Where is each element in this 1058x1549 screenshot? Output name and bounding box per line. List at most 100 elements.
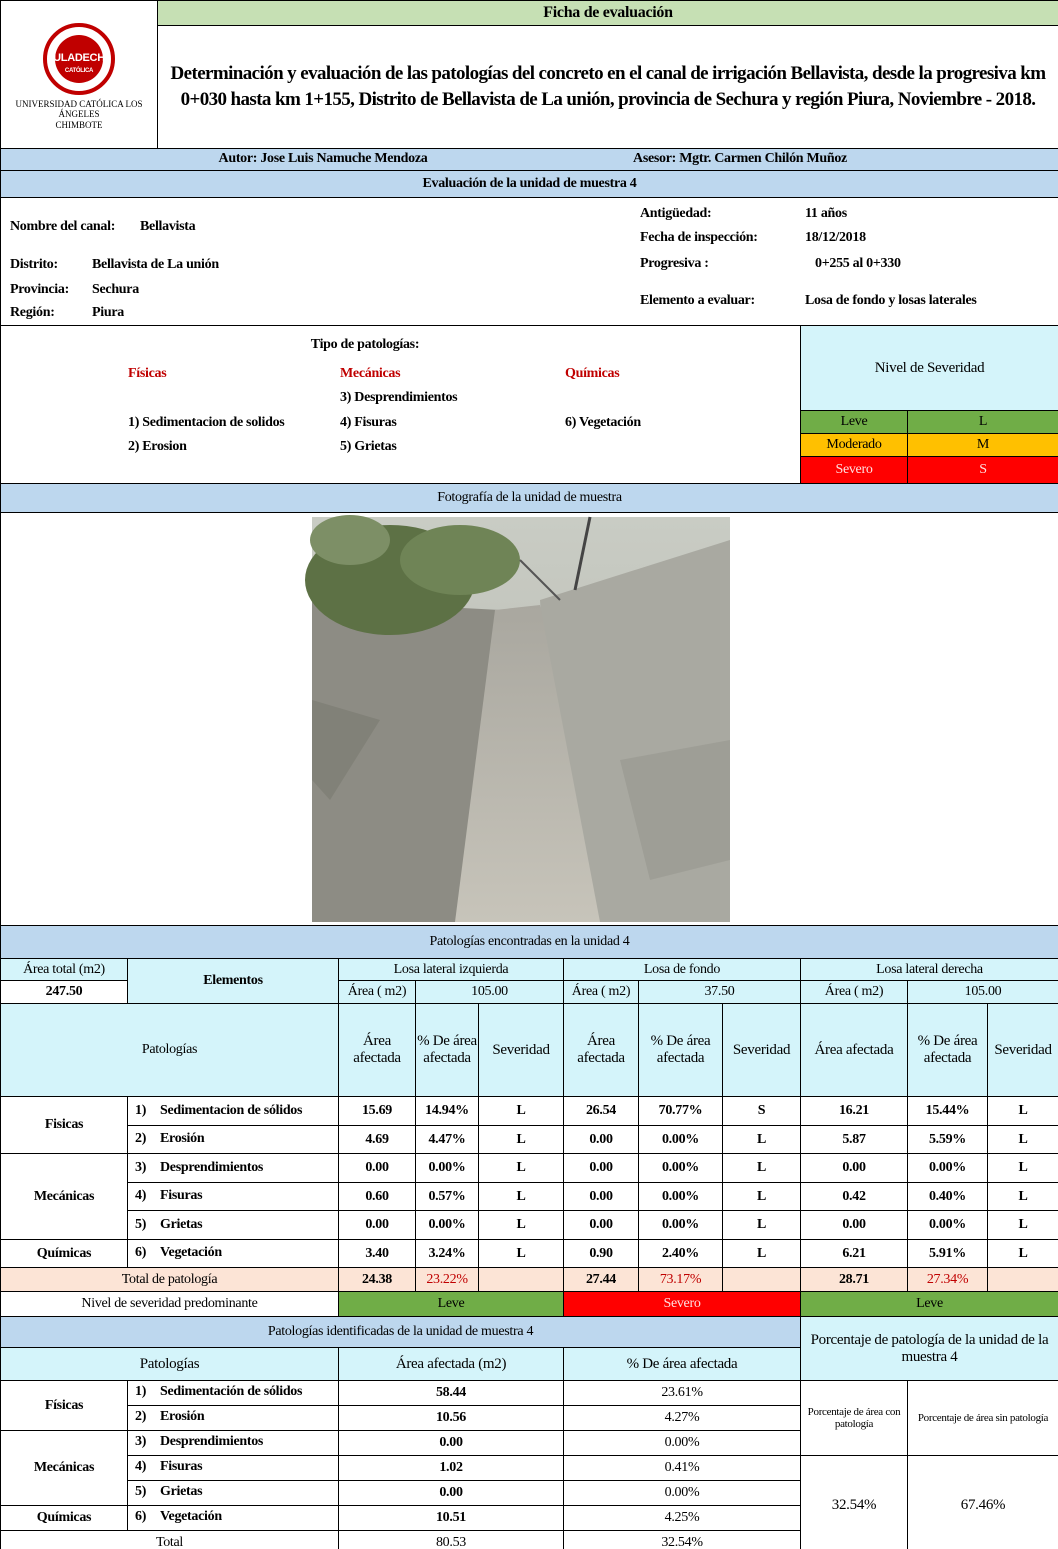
percentage-label: Porcentaje de área con patología (800, 1380, 908, 1456)
pathology-name: Grietas (160, 1216, 203, 1232)
pathology-number: 3) (135, 1159, 147, 1175)
area-value: 105.00 (907, 980, 1058, 1004)
pathology-number: 1) (135, 1102, 147, 1118)
total-empty (987, 1267, 1058, 1292)
total-label: Total (0, 1530, 339, 1549)
value-cell: 0.00 (338, 1480, 564, 1506)
total-empty (478, 1267, 564, 1292)
value-cell: 0.00% (638, 1182, 723, 1211)
pathology-name: Grietas (160, 1484, 203, 1499)
info-label: Distrito: (10, 257, 58, 272)
group-cell: Fisicas (0, 1096, 128, 1154)
column-header: Área afectada (m2) (338, 1347, 564, 1381)
university-name: UNIVERSIDAD CATÓLICA LOS ÁNGELES (15, 99, 143, 120)
pathology-cell (127, 1455, 339, 1481)
info-value: Losa de fondo y losas laterales (805, 293, 977, 308)
info-value: 0+255 al 0+330 (815, 256, 901, 271)
value-cell: L (722, 1239, 801, 1268)
pathology-number: 6) (135, 1245, 147, 1260)
pathology-name: Vegetación (160, 1245, 222, 1260)
column-header: % De área afectada (638, 1003, 723, 1097)
logo-box: ULADECH CATÓLICA UNIVERSIDAD CATÓLICA LOS … (0, 0, 158, 149)
value-cell: 0.00 (563, 1210, 639, 1240)
pathology-cell (127, 1405, 339, 1431)
value-cell: 10.51 (338, 1505, 564, 1531)
type-item: 3) Desprendimientos (340, 390, 458, 405)
info-value: Sechura (92, 282, 139, 297)
value-cell: 0.00% (415, 1153, 479, 1183)
value-cell: 0.00% (638, 1210, 723, 1240)
info-value: Bellavista de La unión (92, 257, 219, 272)
value-cell: 0.00% (907, 1153, 988, 1183)
column-header: Área afectada (338, 1003, 416, 1097)
pathology-number: 6) (135, 1509, 147, 1524)
value-cell: 0.00 (563, 1153, 639, 1183)
value-cell: L (987, 1210, 1058, 1240)
value-cell: 0.40% (907, 1182, 988, 1211)
predominant-label: Nivel de severidad predominante (0, 1291, 339, 1317)
pathology-number: 3) (135, 1434, 147, 1449)
area-label: Área ( m2) (800, 980, 908, 1004)
value-cell: 3.24% (415, 1239, 479, 1268)
total-area: 24.38 (338, 1267, 416, 1292)
value-cell: 0.00 (563, 1125, 639, 1154)
logo-text: ULADECH (53, 52, 105, 64)
severity-code: L (907, 410, 1058, 434)
total-pct: 23.22% (415, 1267, 479, 1292)
element-name: Losa lateral izquierda (338, 958, 564, 981)
pathology-cell (127, 1480, 339, 1506)
types-title: Tipo de patologías: (310, 337, 420, 352)
pathology-cell (127, 1182, 339, 1211)
pathology-number: 2) (135, 1131, 147, 1146)
pathology-number: 4) (135, 1459, 147, 1474)
pathology-name: Fisuras (160, 1459, 203, 1474)
column-header: Patologías (0, 1347, 339, 1381)
value-cell: L (478, 1096, 564, 1126)
column-header: Severidad (722, 1003, 801, 1097)
value-cell: 4.27% (563, 1405, 801, 1431)
header-cell: Patologías (0, 1003, 339, 1097)
type-item: 1) Sedimentacion de solidos (128, 415, 285, 430)
advisor: Asesor: Mgtr. Carmen Chilón Muñoz (633, 151, 847, 166)
type-group: Físicas (128, 366, 167, 381)
value-cell: 0.00% (638, 1153, 723, 1183)
severity-code: S (907, 456, 1058, 484)
type-item: 5) Grietas (340, 439, 397, 454)
pathology-name: Erosión (160, 1409, 205, 1424)
column-header: % De área afectada (907, 1003, 988, 1097)
value-cell: 10.56 (338, 1405, 564, 1431)
predominant-value: Leve (338, 1291, 564, 1317)
total-empty (722, 1267, 801, 1292)
value-cell: 14.94% (415, 1096, 479, 1126)
sheet-title: Ficha de evaluación (157, 0, 1058, 26)
percentage-value: 32.54% (800, 1455, 908, 1549)
logo: ULADECH CATÓLICA (43, 23, 115, 96)
value-cell: 0.00% (638, 1125, 723, 1154)
severity-code: M (907, 433, 1058, 457)
percentage-value: 67.46% (907, 1455, 1058, 1549)
predominant-value: Leve (800, 1291, 1058, 1317)
area-label: Área ( m2) (338, 980, 416, 1004)
photo-title: Fotografía de la unidad de muestra (0, 483, 1058, 513)
info-value: 18/12/2018 (805, 230, 866, 245)
severity-name: Moderado (800, 433, 908, 457)
info-label: Progresiva : (640, 256, 709, 271)
info-value: 11 años (805, 206, 847, 221)
value-cell: 0.00% (415, 1210, 479, 1240)
total-area: 27.44 (563, 1267, 639, 1292)
column-header: % De área afectada (415, 1003, 479, 1097)
value-cell: 0.00 (338, 1153, 416, 1183)
pathology-name: Fisuras (160, 1188, 203, 1203)
pathology-cell (127, 1239, 339, 1268)
value-cell: 0.57% (415, 1182, 479, 1211)
info-label: Provincia: (10, 282, 69, 297)
pathology-name: Sedimentacion de sólidos (160, 1102, 303, 1118)
value-cell: 6.21 (800, 1239, 908, 1268)
total-label: Total de patología (0, 1267, 339, 1292)
severity-name: Leve (800, 410, 908, 434)
value-cell: 15.69 (338, 1096, 416, 1126)
value-cell: L (478, 1153, 564, 1183)
value-cell: 5.91% (907, 1239, 988, 1268)
value-cell: 3.40 (338, 1239, 416, 1268)
